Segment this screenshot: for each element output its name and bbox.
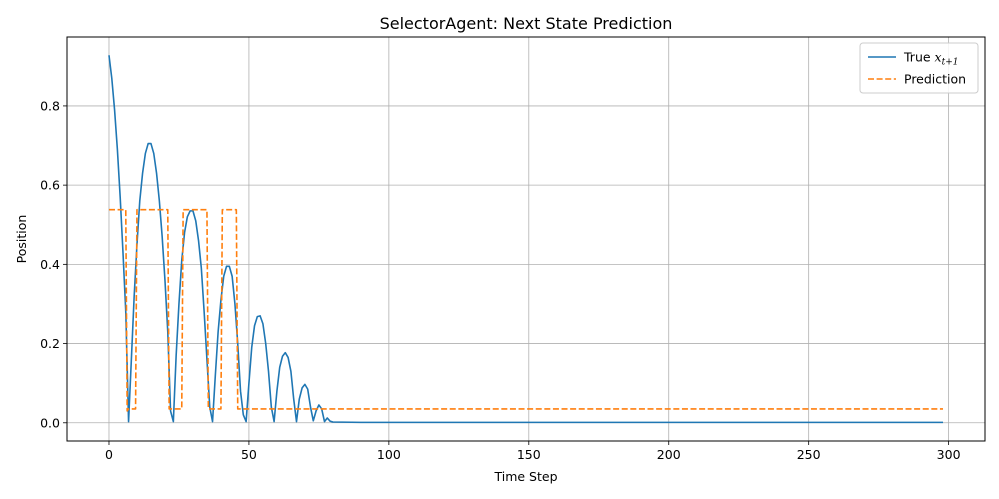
x-tick-label: 0: [105, 447, 113, 462]
axis-ticks: 0 50 100 150 200 250 300 0.0 0.2 0.4 0.6 0.8: [40, 98, 960, 462]
y-tick-label: 0.2: [40, 336, 60, 351]
legend-label-true: True xt+1: [903, 50, 958, 68]
legend: True xt+1 Prediction: [859, 42, 979, 94]
series-line-prediction: [108, 208, 944, 412]
x-tick-label: 200: [657, 447, 681, 462]
axes-frame: [66, 36, 986, 442]
y-tick-label: 0.0: [40, 415, 60, 430]
x-tick-label: 250: [797, 447, 821, 462]
legend-label-prediction: Prediction: [904, 72, 966, 87]
chart-title: SelectorAgent: Next State Prediction: [380, 14, 673, 33]
y-tick-label: 0.4: [40, 257, 60, 272]
legend-box: [859, 42, 979, 94]
y-tick-label: 0.8: [40, 98, 60, 113]
x-tick-label: 300: [937, 447, 961, 462]
grid: [67, 37, 985, 441]
x-tick-label: 100: [377, 447, 401, 462]
y-tick-label: 0.6: [40, 178, 60, 193]
x-axis-label: Time Step: [493, 469, 557, 484]
plot-area: [108, 55, 944, 424]
x-tick-label: 50: [241, 447, 257, 462]
y-axis-label: Position: [14, 215, 29, 264]
x-tick-label: 150: [517, 447, 541, 462]
series-line-true: [108, 55, 944, 424]
